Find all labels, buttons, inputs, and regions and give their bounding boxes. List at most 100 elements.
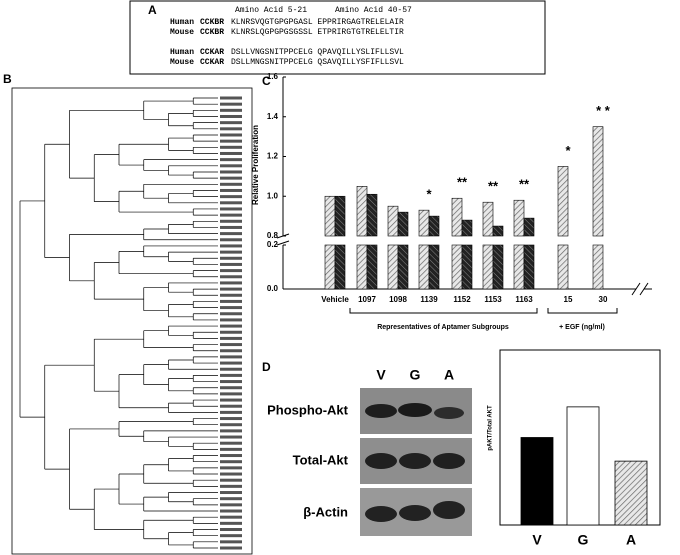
leaf-label [220,484,242,488]
leaf-label [220,355,242,359]
bar [614,460,648,526]
bar [557,244,569,290]
leaf-label [220,188,242,192]
bar [451,197,463,237]
leaf-label [220,238,242,242]
bar [566,406,600,526]
bar [387,205,399,237]
bar [356,186,368,237]
bar [428,215,440,237]
leaf-label [220,343,242,347]
leaf-label [220,330,242,334]
bar [397,211,409,237]
leaf-label [220,213,242,217]
x-tick-label: V [532,532,542,548]
leaf-label [220,127,242,131]
panel-label: D [262,360,271,374]
x-tick-label: Vehicle [321,295,349,304]
leaf-label [220,497,242,501]
leaf-label [220,121,242,125]
leaf-label [220,139,242,143]
band [365,506,397,522]
group-bracket [547,308,618,314]
leaf-label [220,133,242,137]
leaf-label [220,287,242,291]
bar [366,244,378,290]
leaf-label [220,349,242,353]
leaf-label [220,460,242,464]
sequences: Human CCKBR KLNRSVQGTGPGPGASL EPPRIRGAGTRE… [170,18,404,67]
band [434,407,464,419]
leaf-label [220,312,242,316]
leaf-label [220,373,242,377]
species: Mouse [170,58,194,67]
gene: CCKBR [200,28,224,37]
leaf-label [220,324,242,328]
leaf-label [220,454,242,458]
bar [513,244,525,290]
x-tick-label: A [626,532,636,548]
leaf-label [220,275,242,279]
row-label: Phospho-Akt [267,402,349,417]
leaf-label [220,417,242,421]
bar [356,244,368,290]
leaf-label [220,145,242,149]
gene: CCKBR [200,18,224,27]
bar [492,244,504,290]
bar [366,193,378,237]
header: Amino Acid 5-21 [235,6,307,15]
leaf-label [220,336,242,340]
leaf-label [220,435,242,439]
leaf-label [220,367,242,371]
leaf-label [220,441,242,445]
leaf-label [220,540,242,544]
x-tick-label: 1152 [453,295,471,304]
sequence: DSLLVNGSNITPPCELG QPAVQILLYSLIFLLSVL [231,48,404,57]
leaf-label [220,503,242,507]
row-label: Total-Akt [293,452,349,467]
bar [324,244,336,290]
leaf-label [220,398,242,402]
leaf-label [220,170,242,174]
band [433,501,465,519]
species: Human [170,48,194,57]
leaf-label [220,509,242,513]
y-axis-label: pAKT/Total AKT [488,405,494,451]
blots [360,388,472,536]
leaf-label [220,380,242,384]
annotation: * [565,143,571,158]
leaf-label [220,521,242,525]
annotation: ** [488,179,499,194]
leaf-label [220,404,242,408]
species: Human [170,18,194,27]
leaf-label [220,96,242,100]
annotation: * [426,187,432,202]
panel-a-frame [129,0,546,75]
bar [557,166,569,237]
group-label: + EGF (ng/ml) [559,324,605,331]
panel-label: B [3,72,12,86]
x-tick-label: 1097 [358,295,376,304]
band [365,404,397,418]
leaf-label [220,158,242,162]
leaf-label [220,262,242,266]
gene: CCKAR [200,48,224,57]
gene: CCKAR [200,58,224,67]
leaf-label [220,195,242,199]
bar [592,244,604,290]
annotation: ** [519,177,530,192]
group-label: Representatives of Aptamer Subgroups [377,324,509,331]
lane-label: G [410,367,421,383]
x-tick-label: 30 [599,295,608,304]
species: Mouse [170,28,194,37]
axis-break [276,240,290,246]
bar [334,244,346,290]
y-axis-label: Relative Proliferation [251,125,260,205]
bar [482,244,494,290]
leaf-label [220,386,242,390]
band [399,453,431,469]
leaf-label [220,447,242,451]
group-bracket [349,308,538,314]
sequence: KLNRSVQGTGPGPGASL EPPRIRGAGTRELELAIR [231,18,404,27]
